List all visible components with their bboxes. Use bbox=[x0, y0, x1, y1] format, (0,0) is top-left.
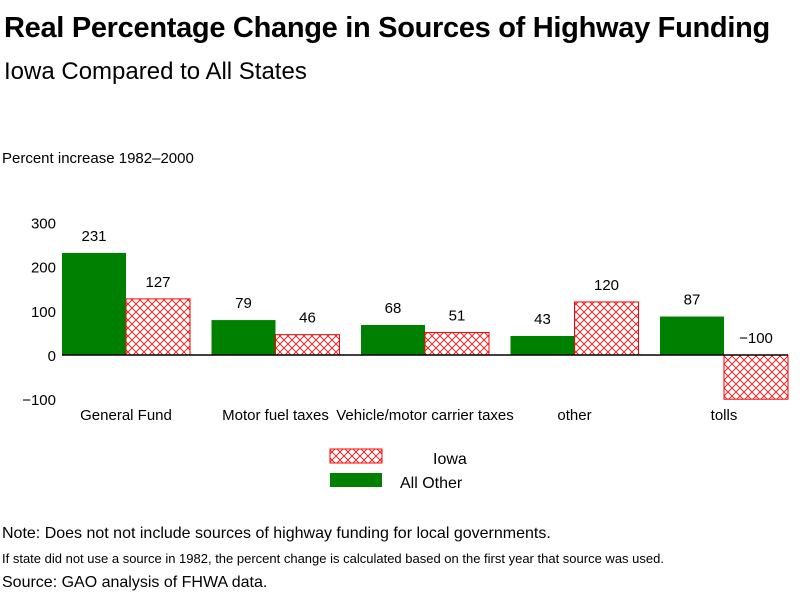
x-tick-label: General Fund bbox=[80, 407, 172, 424]
x-tick-label: Motor fuel taxes bbox=[222, 407, 329, 424]
bar-iowa-3 bbox=[574, 301, 639, 356]
value-label: 51 bbox=[449, 307, 466, 324]
bar-chart: 300 200 100 0 −100 General Fund Motor fuel ta… bbox=[22, 215, 789, 492]
x-tick-label: other bbox=[557, 407, 591, 424]
x-tick-label: tolls bbox=[711, 407, 738, 424]
legend-swatch-all-other bbox=[330, 473, 382, 487]
value-label: 46 bbox=[299, 310, 316, 327]
y-tick-label: −100 bbox=[22, 392, 56, 409]
y-tick-label: 300 bbox=[31, 215, 56, 232]
legend-swatch-iowa bbox=[329, 448, 383, 464]
note-first-year: If state did not use a source in 1982, t… bbox=[2, 551, 664, 566]
chart-title: Real Percentage Change in Sources of Hig… bbox=[4, 12, 770, 44]
value-label: 79 bbox=[235, 295, 252, 312]
chart-subtitle: Iowa Compared to All States bbox=[4, 58, 307, 85]
bar-iowa-2 bbox=[424, 331, 490, 356]
legend: Iowa All Other bbox=[329, 448, 467, 492]
y-tick-label: 0 bbox=[48, 348, 56, 365]
value-label: 68 bbox=[385, 300, 402, 317]
value-label: 231 bbox=[81, 228, 106, 245]
note-local-governments: Note: Does not not include sources of hi… bbox=[2, 525, 551, 542]
y-axis-label: Percent increase 1982–2000 bbox=[2, 150, 194, 167]
value-label: 127 bbox=[145, 274, 170, 291]
bar-all-other-2 bbox=[361, 324, 425, 355]
bar-all-other-3 bbox=[510, 335, 575, 355]
value-label: 87 bbox=[684, 292, 701, 309]
value-label: 43 bbox=[534, 311, 551, 328]
bar-iowa-1 bbox=[275, 334, 340, 356]
bar-all-other-4 bbox=[660, 316, 724, 355]
bar-all-other-0 bbox=[62, 252, 126, 355]
bar-iowa-0 bbox=[125, 298, 191, 356]
x-tick-label: Vehicle/motor carrier taxes bbox=[336, 407, 514, 424]
y-tick-label: 100 bbox=[31, 304, 56, 321]
y-tick-label: 200 bbox=[31, 260, 56, 277]
value-label: 120 bbox=[594, 277, 619, 294]
bar-iowa-4 bbox=[723, 354, 789, 400]
legend-label-all-other: All Other bbox=[400, 475, 463, 492]
note-source: Source: GAO analysis of FHWA data. bbox=[2, 574, 268, 591]
legend-label-iowa: Iowa bbox=[433, 451, 467, 468]
bar-all-other-1 bbox=[211, 320, 276, 355]
value-label: −100 bbox=[739, 330, 773, 347]
